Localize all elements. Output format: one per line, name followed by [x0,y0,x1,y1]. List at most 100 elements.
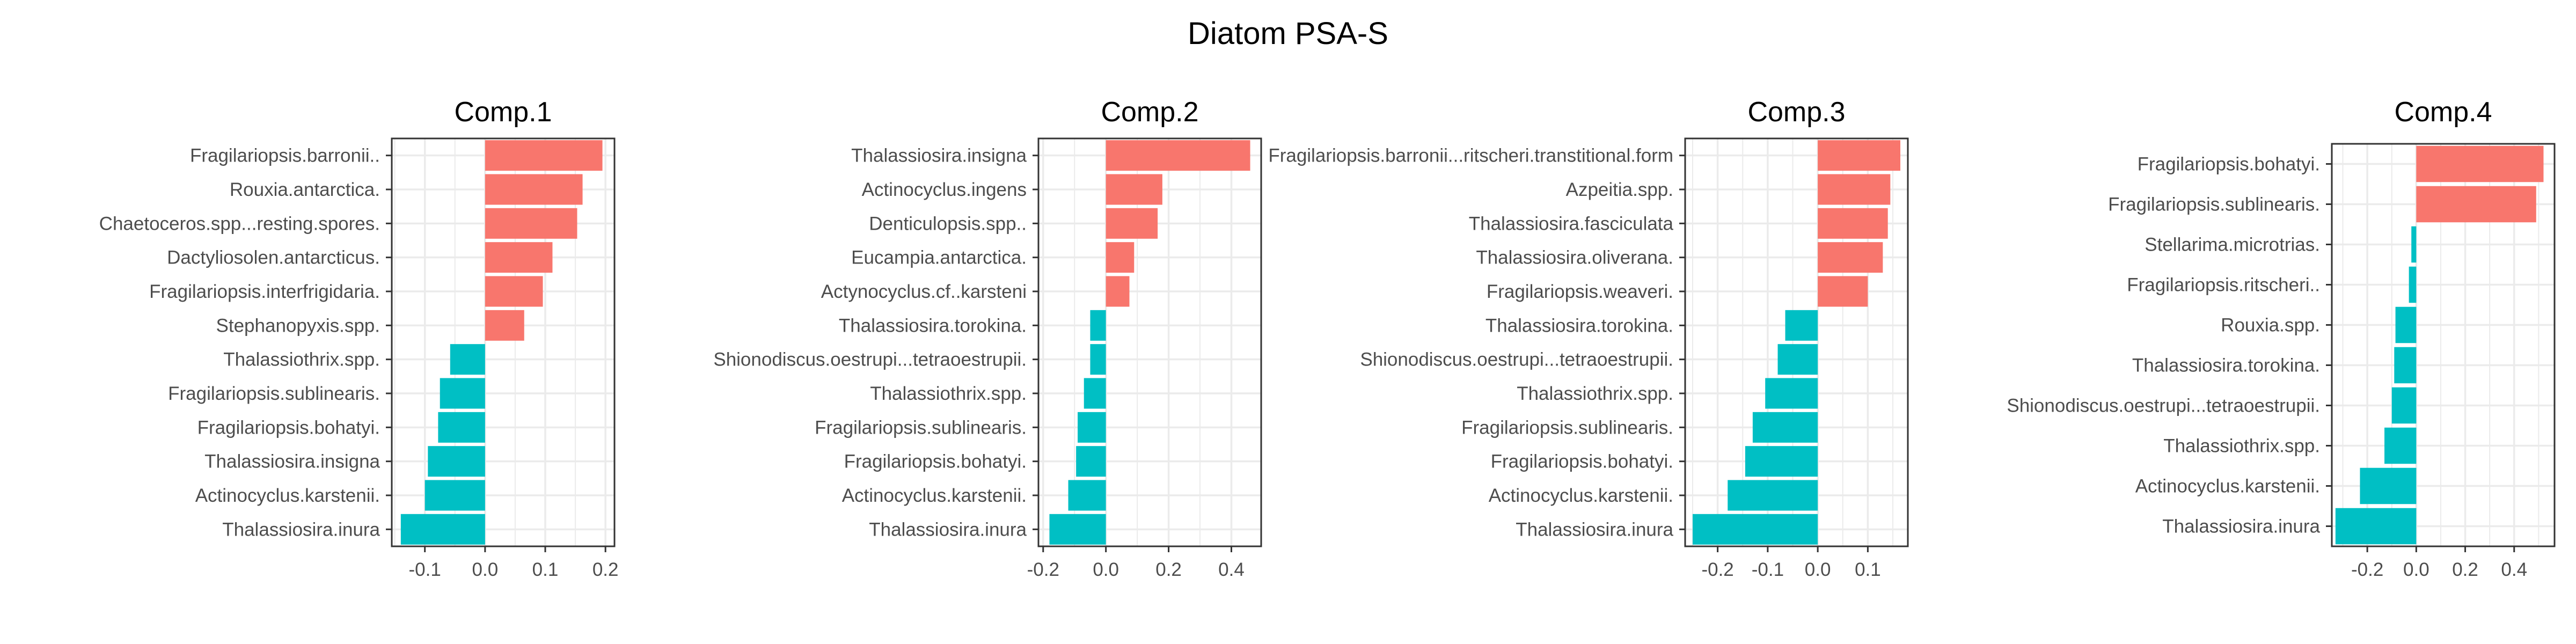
chart-title: Comp.3 [1747,97,1845,128]
bar-8 [1084,378,1106,409]
bar-10 [1076,446,1106,477]
x-tick-label: 0.1 [532,559,559,580]
bar-11 [425,480,485,511]
bar-4 [2409,266,2417,303]
panel-border [1684,137,1909,547]
category-label: Eucampia.antarctica. [851,247,1027,268]
category-label: Actinocyclus.karstenii. [2135,476,2320,497]
panel-border [391,137,616,547]
category-label: Actinocyclus.karstenii. [1489,485,1673,506]
category-label: Thalassiosira.oliverana. [1476,247,1673,268]
category-label: Actinocyclus.karstenii. [195,485,380,506]
bar-7 [1777,344,1818,375]
category-label: Denticulopsis.spp.. [869,213,1027,234]
x-tick-label: -0.2 [2351,559,2383,580]
x-tick-label: 0.2 [2452,559,2478,580]
bar-2 [485,174,583,205]
category-label: Actynocyclus.cf..karsteni [821,281,1027,302]
category-label: Azpeitia.spp. [1566,179,1673,200]
category-label: Thalassiosira.inura [2162,516,2320,537]
bar-8 [440,378,485,409]
category-label: Chaetoceros.spp...resting.spores. [99,213,380,234]
panel-background [392,138,614,546]
category-label: Thalassiothrix.spp. [1517,383,1673,404]
category-label: Thalassiothrix.spp. [870,383,1027,404]
x-tick-label: 0.0 [472,559,499,580]
chart-title: Comp.4 [2394,97,2492,128]
bar-2 [1106,174,1162,205]
category-label: Thalassiosira.insigna [204,451,380,472]
category-label: Actinocyclus.karstenii. [842,485,1027,506]
bar-1 [1106,140,1250,171]
panel-border [2331,143,2556,547]
chart-panel-1: Fragilariopsis.barronii.. Rouxia.antarcti… [99,97,619,580]
category-label: Thalassiosira.inura [222,519,380,540]
bar-12 [1692,514,1818,545]
bar-9 [438,412,485,443]
bar-3 [2411,226,2417,263]
bar-6 [2394,347,2417,384]
bar-6 [1785,310,1818,341]
bar-4 [1818,242,1883,273]
category-label: Thalassiosira.inura [869,519,1027,540]
bar-11 [1068,480,1106,511]
bar-8 [1765,378,1818,409]
category-label: Stellarima.microtrias. [2145,235,2320,255]
category-label: Fragilariopsis.sublinearis. [168,383,380,404]
x-tick-label: 0.2 [592,559,619,580]
panel-border [1037,137,1262,547]
bar-3 [485,208,577,239]
category-label: Thalassiothrix.spp. [2163,436,2320,457]
chart-panel-3: Fragilariopsis.barronii...ritscheri.tran… [1268,97,1909,580]
x-tick-label: 0.4 [2501,559,2527,580]
bar-7 [450,344,485,375]
chart-title: Comp.2 [1101,97,1198,128]
bar-5 [1106,276,1130,307]
category-label: Fragilariopsis.bohatyi. [844,451,1027,472]
bar-8 [2384,427,2417,464]
bar-5 [2395,306,2417,343]
category-label: Fragilariopsis.bohatyi. [2138,154,2320,175]
category-label: Shionodiscus.oestrupi...tetraoestrupii. [1360,349,1673,370]
x-tick-label: 0.0 [2403,559,2429,580]
bar-7 [1090,344,1106,375]
x-tick-label: -0.2 [1027,559,1059,580]
chart-panel-4: Fragilariopsis.bohatyi. Fragilariopsis.su… [2007,97,2556,580]
bar-7 [2391,387,2417,424]
panel-background [1685,138,1908,546]
x-tick-label: 0.4 [1218,559,1245,580]
x-tick-label: -0.1 [409,559,441,580]
bar-11 [1728,480,1818,511]
x-tick-label: -0.1 [1752,559,1784,580]
x-tick-label: 0.0 [1805,559,1831,580]
category-label: Actinocyclus.ingens [862,179,1027,200]
bar-4 [485,242,553,273]
bar-3 [1818,208,1888,239]
panel-background [1038,138,1261,546]
x-tick-label: 0.1 [1855,559,1881,580]
category-label: Fragilariopsis.sublinearis. [815,417,1027,438]
category-label: Stephanopyxis.spp. [216,315,380,336]
bar-10 [1745,446,1818,477]
category-label: Fragilariopsis.bohatyi. [1491,451,1673,472]
bar-1 [485,140,603,171]
bar-5 [485,276,543,307]
bar-10 [2335,508,2417,545]
category-label: Shionodiscus.oestrupi...tetraoestrupii. [713,349,1027,370]
category-label: Fragilariopsis.interfrigidaria. [149,281,380,302]
category-label: Thalassiosira.fasciculata [1469,213,1674,234]
page-title: Diatom PSA-S [1188,16,1388,51]
category-label: Fragilariopsis.sublinearis. [1461,417,1673,438]
bar-4 [1106,242,1135,273]
category-label: Thalassiothrix.spp. [223,349,380,370]
bar-9 [2360,467,2417,504]
category-label: Shionodiscus.oestrupi...tetraoestrupii. [2007,396,2320,416]
category-label: Dactyliosolen.antarcticus. [167,247,380,268]
bar-5 [1818,276,1868,307]
category-label: Thalassiosira.torokina. [1485,315,1673,336]
category-label: Fragilariopsis.barronii.. [190,145,380,166]
bar-1 [1818,140,1901,171]
category-label: Thalassiosira.torokina. [839,315,1027,336]
chart-title: Comp.1 [454,97,552,128]
bar-1 [2416,145,2544,182]
